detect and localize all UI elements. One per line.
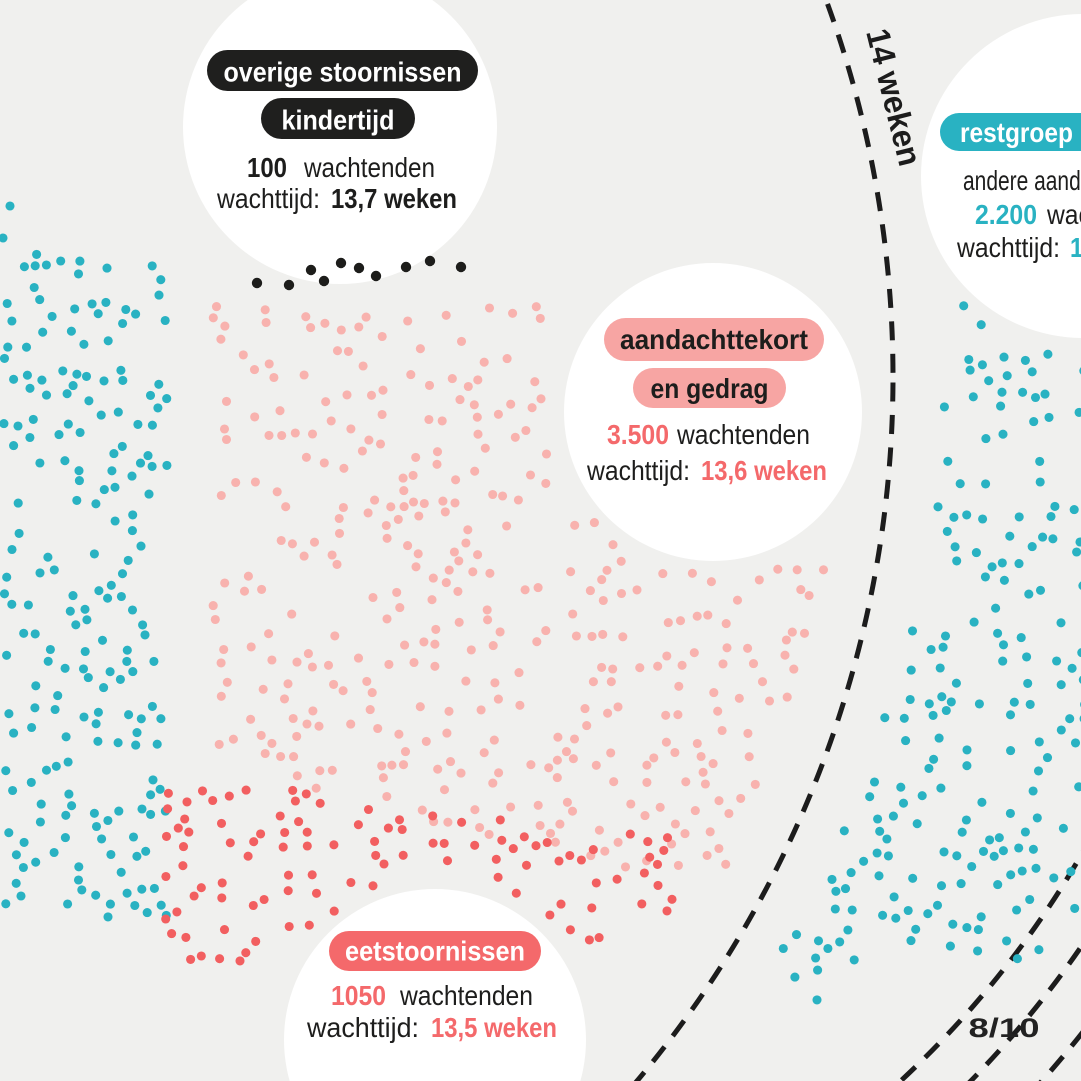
svg-text:8/10: 8/10 (969, 1013, 1040, 1043)
svg-text:3.500: 3.500 (607, 419, 669, 450)
svg-text:restgroep: restgroep (960, 117, 1073, 148)
svg-text:1050: 1050 (331, 980, 386, 1011)
svg-text:aandachttekort: aandachttekort (620, 324, 808, 355)
svg-text:2.200: 2.200 (975, 199, 1037, 230)
svg-text:eetstoornissen: eetstoornissen (345, 936, 525, 967)
svg-text:13,7 weken: 13,7 weken (331, 183, 457, 214)
svg-text:andere aandoeningen: andere aandoeningen (963, 165, 1081, 196)
svg-text:en gedrag: en gedrag (651, 373, 769, 404)
svg-text:overige stoornissen: overige stoornissen (224, 57, 462, 88)
svg-text:wachtenden: wachtenden (1046, 199, 1081, 230)
svg-text:100: 100 (247, 152, 287, 183)
svg-text:wachttijd:: wachttijd: (216, 183, 320, 214)
svg-text:wachttijd:: wachttijd: (306, 1012, 419, 1043)
svg-text:13,5 weken: 13,5 weken (431, 1012, 557, 1043)
svg-text:wachttijd:: wachttijd: (956, 232, 1060, 263)
svg-text:wachtenden: wachtenden (399, 980, 533, 1011)
svg-text:wachtenden: wachtenden (303, 152, 435, 183)
svg-text:13,1 weken: 13,1 weken (1070, 232, 1081, 263)
svg-text:13,6 weken: 13,6 weken (701, 455, 827, 486)
svg-text:wachtenden: wachtenden (676, 419, 810, 450)
svg-text:kindertijd: kindertijd (282, 105, 395, 136)
svg-text:wachttijd:: wachttijd: (586, 455, 690, 486)
